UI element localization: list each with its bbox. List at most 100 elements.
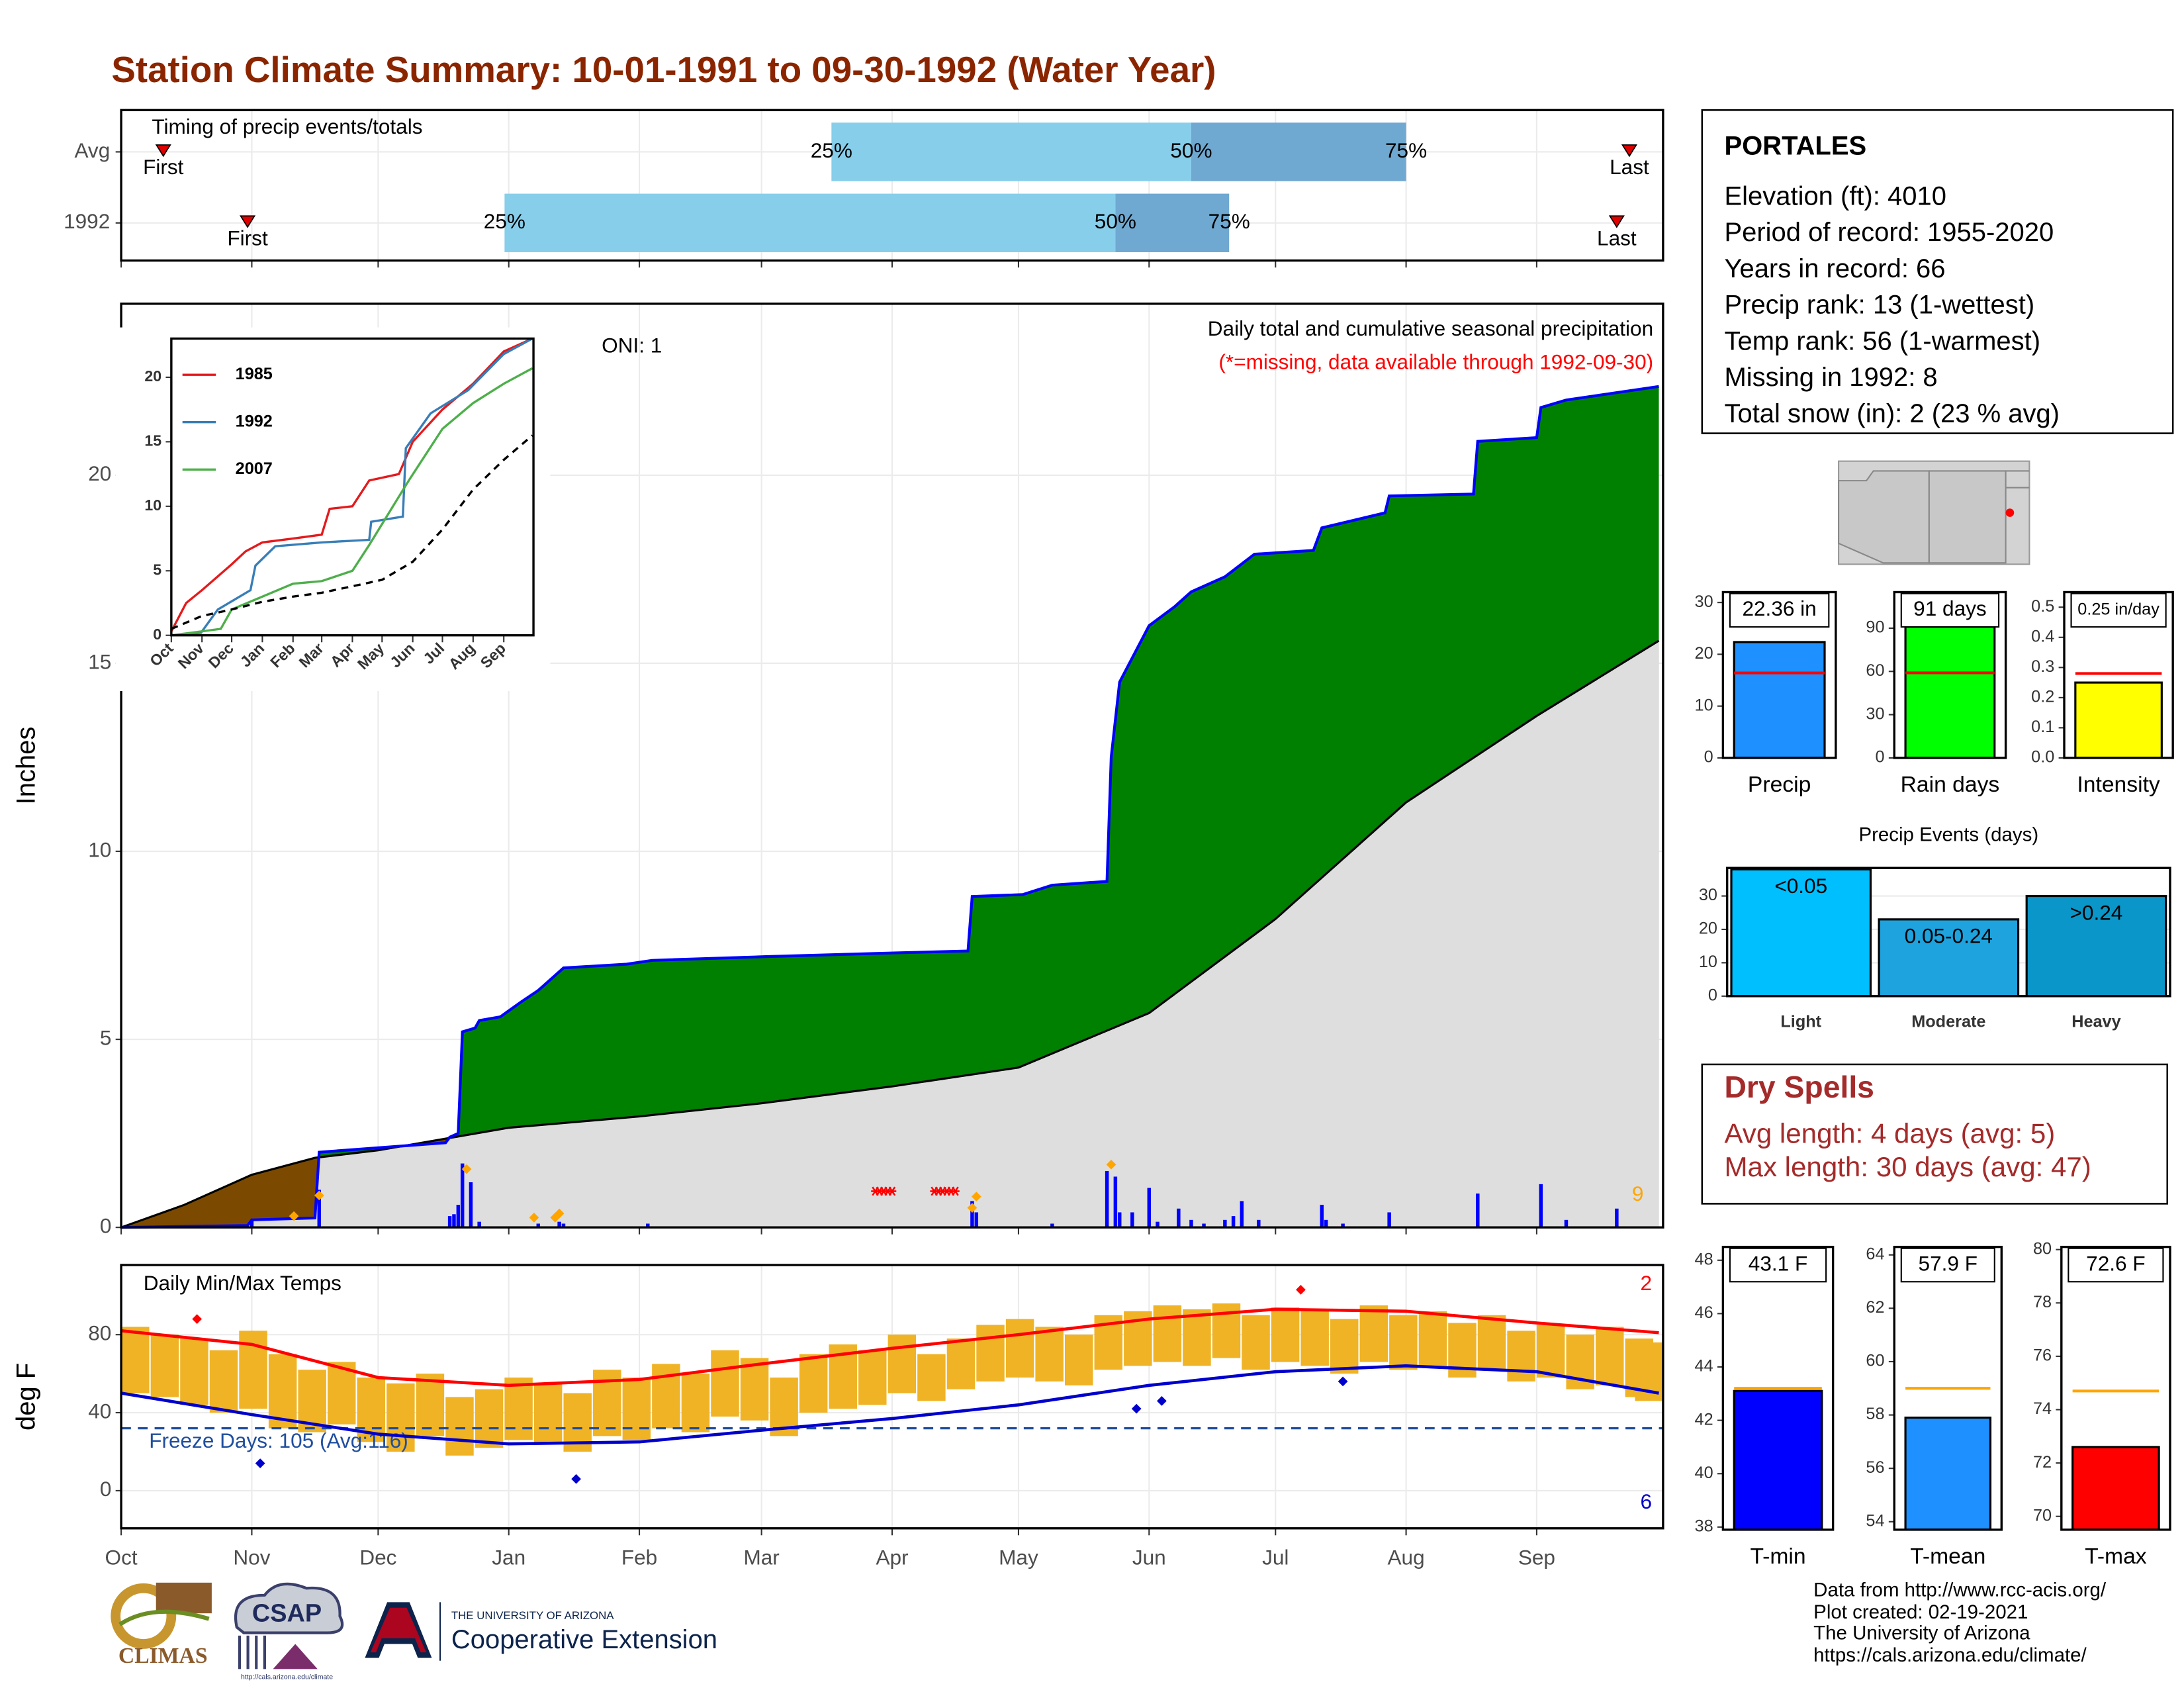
daily-bar — [1050, 1223, 1054, 1228]
daily-bar — [1257, 1219, 1261, 1228]
x-tick-label: May — [999, 1545, 1038, 1569]
y-tick-label: 10 — [1695, 696, 1713, 714]
category-label: Precip — [1748, 773, 1811, 797]
temp-range-bar — [1330, 1319, 1359, 1374]
y-tick-label: 20 — [88, 461, 111, 485]
quartile-bar — [504, 193, 1116, 252]
y-tick-label: 0.5 — [2031, 597, 2054, 616]
station-line: Precip rank: 13 (1-wettest) — [1724, 291, 2034, 320]
record-marker — [571, 1474, 581, 1484]
station-dot — [2005, 508, 2015, 517]
temp-range-bar — [328, 1362, 356, 1425]
daily-bar — [1177, 1208, 1181, 1228]
temp-range-bar — [1035, 1327, 1064, 1382]
y-tick-label: 0.4 — [2031, 627, 2054, 645]
daily-bar — [557, 1221, 561, 1228]
category-label: Moderate — [1911, 1012, 1985, 1031]
plot-frame — [1893, 1245, 2003, 1531]
plot-frame — [120, 303, 1664, 1229]
temp-range-bar — [1064, 1335, 1093, 1385]
temp-range-bar — [858, 1350, 887, 1405]
ua-name: THE UNIVERSITY OF ARIZONA — [451, 1609, 614, 1622]
temp-range-bar — [1477, 1315, 1506, 1370]
chart-title: Daily Min/Max Temps — [144, 1271, 341, 1295]
event-marker — [1621, 144, 1637, 158]
y-tick-label: 15 — [144, 432, 161, 449]
y-tick-label: 90 — [1866, 618, 1884, 637]
x-tick-label: Nov — [233, 1545, 270, 1569]
bar — [1878, 918, 2020, 998]
value-label: 91 days — [1913, 596, 1987, 620]
snow-marker — [314, 1190, 324, 1201]
temp-range-bar — [946, 1338, 976, 1389]
y-tick-label: 0 — [1708, 986, 1717, 1004]
logos: CLIMAS CSAP http://cals.arizona.edu/clim… — [111, 1582, 717, 1681]
y-tick-label: 74 — [2033, 1399, 2052, 1418]
y-tick-label: 62 — [1866, 1298, 1884, 1317]
daily-bar — [250, 1219, 254, 1228]
station-lines: Elevation (ft): 4010 Period of record: 19… — [1724, 181, 2059, 428]
chart-title: Precip Events (days) — [1858, 824, 2038, 846]
bar-label: >0.24 — [2070, 900, 2122, 924]
temp-range-bar — [1242, 1315, 1270, 1370]
y-tick-label: 80 — [2033, 1239, 2052, 1258]
value-label: 72.6 F — [2086, 1251, 2145, 1275]
event-label: First — [227, 226, 268, 250]
dry-spells-title: Dry Spells — [1724, 1070, 1874, 1104]
temp-range-bar — [475, 1389, 504, 1448]
daily-bar — [1105, 1170, 1109, 1228]
temp-range-bar — [917, 1354, 946, 1401]
station-line: Temp rank: 56 (1-warmest) — [1724, 326, 2040, 355]
row-label: 1992 — [64, 209, 110, 233]
temp-range-bar — [887, 1335, 917, 1393]
temp-range-bar — [1596, 1327, 1624, 1385]
chart-title: Daily total and cumulative seasonal prec… — [1208, 316, 1653, 340]
daily-bar — [536, 1223, 541, 1228]
daily-bar — [460, 1163, 465, 1228]
y-tick-label: 0 — [100, 1477, 112, 1501]
y-tick-label: 40 — [88, 1399, 111, 1423]
record-high-count: 2 — [1640, 1271, 1652, 1295]
category-label: T-max — [2085, 1544, 2147, 1569]
y-tick-label: 54 — [1866, 1511, 1884, 1530]
daily-bar — [1113, 1176, 1118, 1228]
quartile-label: 50% — [1170, 138, 1212, 162]
temp-range-bar — [504, 1378, 533, 1440]
y-tick-label: 0 — [100, 1214, 112, 1238]
daily-bar — [1223, 1219, 1227, 1228]
temp-range-bar — [622, 1378, 651, 1440]
y-tick-label: 60 — [1866, 1352, 1884, 1370]
footer-line: Data from http://www.rcc-acis.org/ — [1813, 1579, 2107, 1601]
plot-frame — [1893, 590, 2007, 759]
y-tick-label: 72 — [2033, 1453, 2052, 1472]
y-tick-label: 30 — [1699, 886, 1717, 904]
value-label: 22.36 in — [1742, 596, 1816, 620]
temp-range-bar — [180, 1338, 208, 1405]
avg-max-line — [120, 1307, 1659, 1387]
daily-bar — [1539, 1184, 1543, 1228]
y-tick-label: 0 — [1704, 748, 1713, 767]
value-label: 57.9 F — [1919, 1251, 1978, 1275]
temp-range-bar — [445, 1397, 474, 1456]
x-tick-label: Dec — [359, 1545, 396, 1569]
station-box — [1701, 109, 2174, 434]
y-tick-label: 0.1 — [2031, 718, 2054, 736]
x-tick-label: Feb — [621, 1545, 657, 1569]
map-state — [1928, 470, 2007, 564]
quartile-label: 75% — [1385, 138, 1427, 162]
temp-range-bar — [1005, 1319, 1034, 1378]
y-tick-label: 38 — [1695, 1517, 1713, 1536]
category-label: T-mean — [1910, 1544, 1985, 1569]
daily-bar — [1117, 1212, 1122, 1228]
bar — [1733, 1389, 1823, 1531]
daily-bar — [970, 1201, 974, 1228]
snow-marker — [967, 1203, 978, 1213]
daily-bar — [1387, 1212, 1391, 1228]
temp-range-bar — [1183, 1309, 1211, 1366]
missing-marker — [887, 1186, 897, 1196]
plot-frame — [170, 337, 535, 637]
y-tick-label: 0.0 — [2031, 748, 2054, 767]
csap-emblem — [273, 1644, 318, 1669]
quartile-bar — [1115, 193, 1230, 252]
